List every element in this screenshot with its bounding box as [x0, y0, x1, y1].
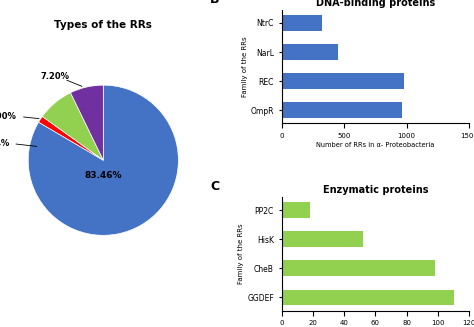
- Text: 1.44%: 1.44%: [0, 139, 9, 148]
- Text: C: C: [210, 180, 219, 193]
- Bar: [282, 260, 435, 276]
- Wedge shape: [28, 85, 178, 235]
- Y-axis label: Family of the RRs: Family of the RRs: [238, 224, 245, 284]
- Bar: [282, 73, 404, 89]
- Text: 7.20%: 7.20%: [40, 72, 69, 81]
- Title: Enzymatic proteins: Enzymatic proteins: [323, 185, 428, 195]
- Y-axis label: Family of the RRs: Family of the RRs: [242, 36, 248, 97]
- Title: DNA-binding proteins: DNA-binding proteins: [316, 0, 435, 8]
- Wedge shape: [42, 93, 103, 160]
- Text: B: B: [210, 0, 220, 6]
- Bar: [282, 102, 401, 118]
- Wedge shape: [71, 85, 103, 160]
- Bar: [282, 44, 338, 60]
- Bar: [282, 15, 322, 31]
- Text: 83.46%: 83.46%: [84, 171, 122, 180]
- Title: Types of the RRs: Types of the RRs: [55, 20, 152, 29]
- X-axis label: Number of RRs in α- Proteobacteria: Number of RRs in α- Proteobacteria: [316, 142, 435, 148]
- Bar: [282, 232, 363, 247]
- Wedge shape: [38, 116, 103, 160]
- Bar: [282, 289, 454, 305]
- Bar: [282, 202, 310, 218]
- Text: 7.90%: 7.90%: [0, 112, 17, 121]
